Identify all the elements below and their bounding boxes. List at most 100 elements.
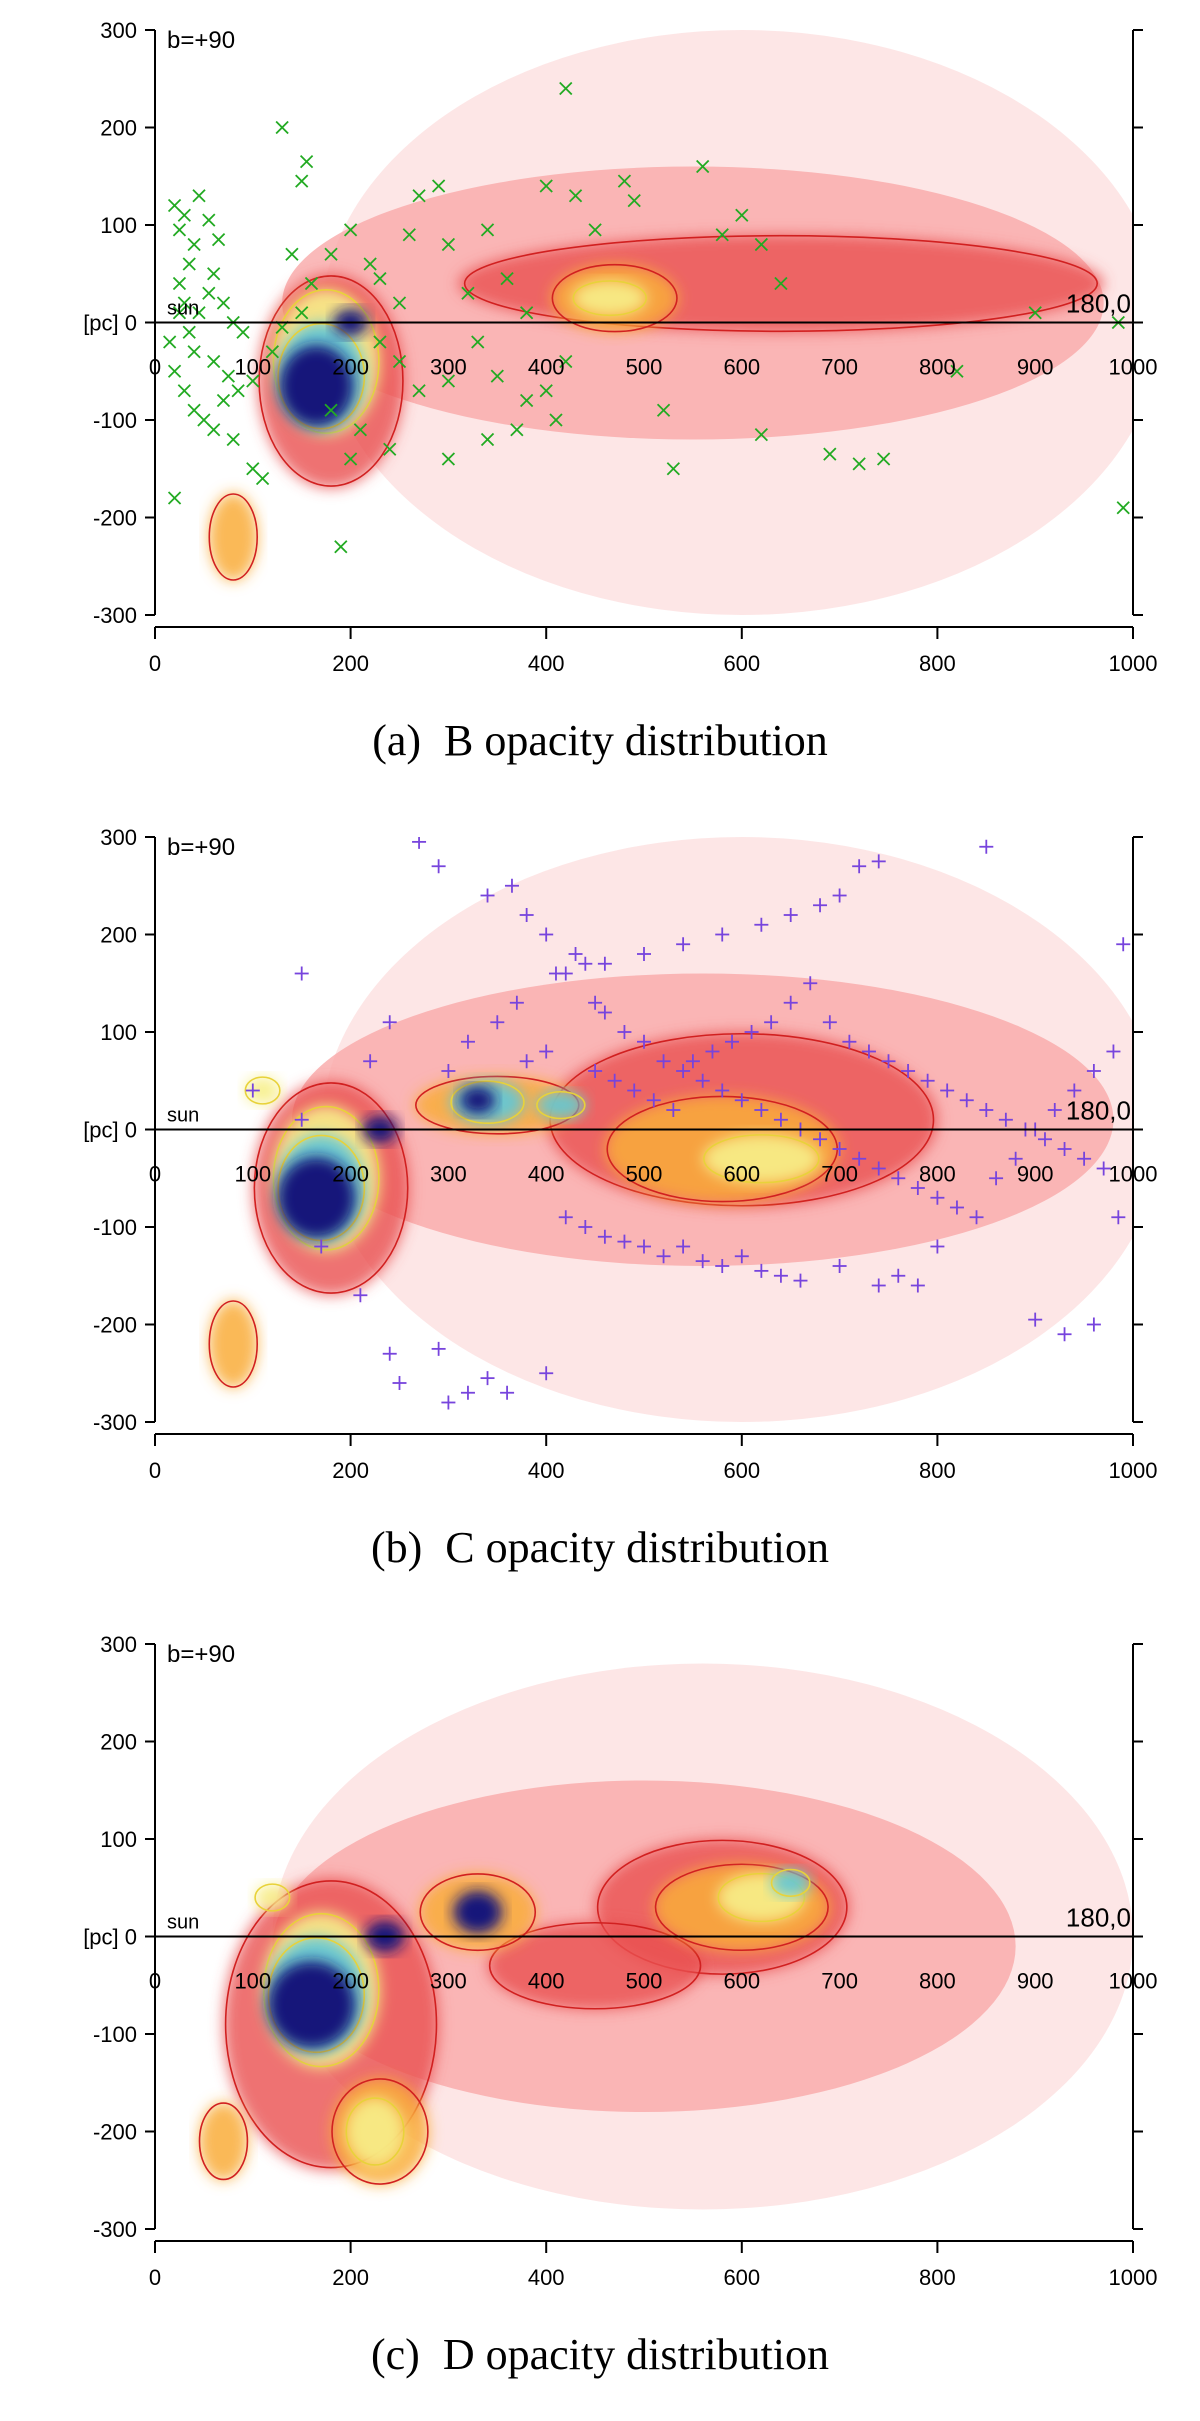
star-marker	[754, 427, 768, 442]
density-blob	[536, 1091, 586, 1119]
star-marker	[588, 995, 603, 1010]
inline-tick-label: 200	[332, 355, 369, 380]
star-marker	[1096, 1161, 1111, 1176]
y-tick-label: 300	[100, 1632, 137, 1657]
caption-title: D opacity distribution	[442, 2330, 830, 2379]
inline-tick-label: 800	[919, 1162, 956, 1187]
star-marker	[930, 1190, 945, 1205]
contour-line	[551, 263, 678, 333]
x-tick-label: 600	[723, 1458, 760, 1483]
star-marker	[1116, 937, 1131, 952]
star-marker	[803, 976, 818, 991]
y-tick-label: 200	[100, 116, 137, 141]
caption-title: C opacity distribution	[445, 1523, 830, 1572]
contour-line	[254, 1883, 291, 1912]
star-marker	[509, 995, 524, 1010]
star-marker	[910, 1278, 925, 1293]
contour-line	[463, 234, 1099, 333]
star-marker	[255, 471, 270, 486]
density-blob	[208, 493, 258, 581]
contour-line	[208, 493, 259, 581]
sun-label: sun	[167, 298, 199, 320]
inline-tick-label: 700	[821, 355, 858, 380]
star-marker	[979, 839, 994, 854]
star-marker	[852, 457, 866, 471]
star-marker	[441, 237, 456, 252]
x-tick-label: 800	[919, 2265, 956, 2290]
star-marker	[832, 888, 847, 903]
star-marker	[216, 393, 231, 408]
contour-line	[572, 280, 647, 317]
caption-title: B opacity distribution	[444, 716, 828, 765]
star-marker	[172, 276, 187, 291]
star-marker	[852, 859, 867, 874]
star-marker	[412, 189, 426, 203]
star-marker	[500, 271, 514, 286]
star-marker	[182, 325, 196, 339]
star-marker	[382, 1346, 397, 1361]
contour-line	[198, 2102, 249, 2181]
y-zero-label: [pc] 0	[83, 1925, 137, 1950]
y-tick-label: -300	[93, 2217, 137, 2242]
star-marker	[520, 393, 534, 408]
x-tick-label: 0	[149, 1458, 161, 1483]
caption-tag: (b)	[370, 1523, 423, 1572]
star-marker	[1008, 1151, 1023, 1166]
star-marker	[607, 1073, 622, 1088]
star-marker	[363, 1054, 378, 1069]
star-marker	[510, 423, 524, 437]
y-tick-label: 100	[100, 1020, 137, 1045]
star-marker	[265, 345, 279, 359]
star-marker	[617, 174, 632, 188]
x-tick-label: 200	[332, 1458, 369, 1483]
y-tick-label: 200	[100, 923, 137, 948]
star-marker	[431, 859, 446, 874]
x-tick-label: 0	[149, 2265, 161, 2290]
star-marker	[192, 306, 206, 320]
star-marker	[949, 1200, 964, 1215]
star-marker	[1047, 1103, 1062, 1117]
star-marker	[412, 384, 426, 398]
x-tick-label: 1000	[1109, 2265, 1158, 2290]
x-tick-label: 0	[149, 651, 161, 676]
star-marker	[891, 1171, 906, 1186]
star-marker	[324, 247, 338, 261]
star-marker	[539, 179, 553, 193]
inline-tick-label: 600	[723, 355, 760, 380]
latitude-label: b=+90	[167, 834, 235, 861]
heatmap-chart-d: 0 100 200 300 400 500 600 700 800 900 1000 300 200 10…	[83, 1632, 1158, 2290]
star-marker	[216, 296, 231, 310]
star-marker	[1077, 1151, 1092, 1166]
x-tick-label: 200	[332, 2265, 369, 2290]
star-marker	[558, 1210, 573, 1225]
contour-line	[596, 1839, 848, 1975]
star-marker	[441, 374, 456, 388]
inline-tick-label: 900	[1017, 1969, 1054, 1994]
star-marker	[637, 947, 651, 961]
y-tick-label: -100	[93, 2022, 137, 2047]
star-marker	[187, 237, 201, 252]
star-marker	[656, 1249, 671, 1264]
star-marker	[412, 837, 427, 849]
star-marker	[735, 208, 749, 222]
star-marker	[383, 442, 397, 456]
star-marker	[979, 1103, 994, 1117]
star-marker	[480, 888, 495, 903]
direction-label: 180,0	[1066, 289, 1131, 319]
inline-tick-label: 300	[430, 1162, 467, 1187]
star-marker	[959, 1093, 974, 1108]
star-marker	[182, 257, 196, 271]
star-marker	[891, 1268, 906, 1283]
star-marker	[696, 159, 710, 174]
star-marker	[773, 1112, 788, 1127]
star-marker	[754, 1263, 769, 1278]
star-marker	[172, 306, 187, 320]
star-marker	[167, 491, 182, 505]
star-marker	[461, 286, 475, 300]
star-marker	[1086, 1064, 1101, 1078]
star-marker	[832, 1259, 847, 1273]
star-marker	[656, 1054, 671, 1069]
contour-line	[267, 1936, 366, 2054]
density-blob	[460, 1086, 496, 1114]
star-marker	[940, 1083, 955, 1098]
